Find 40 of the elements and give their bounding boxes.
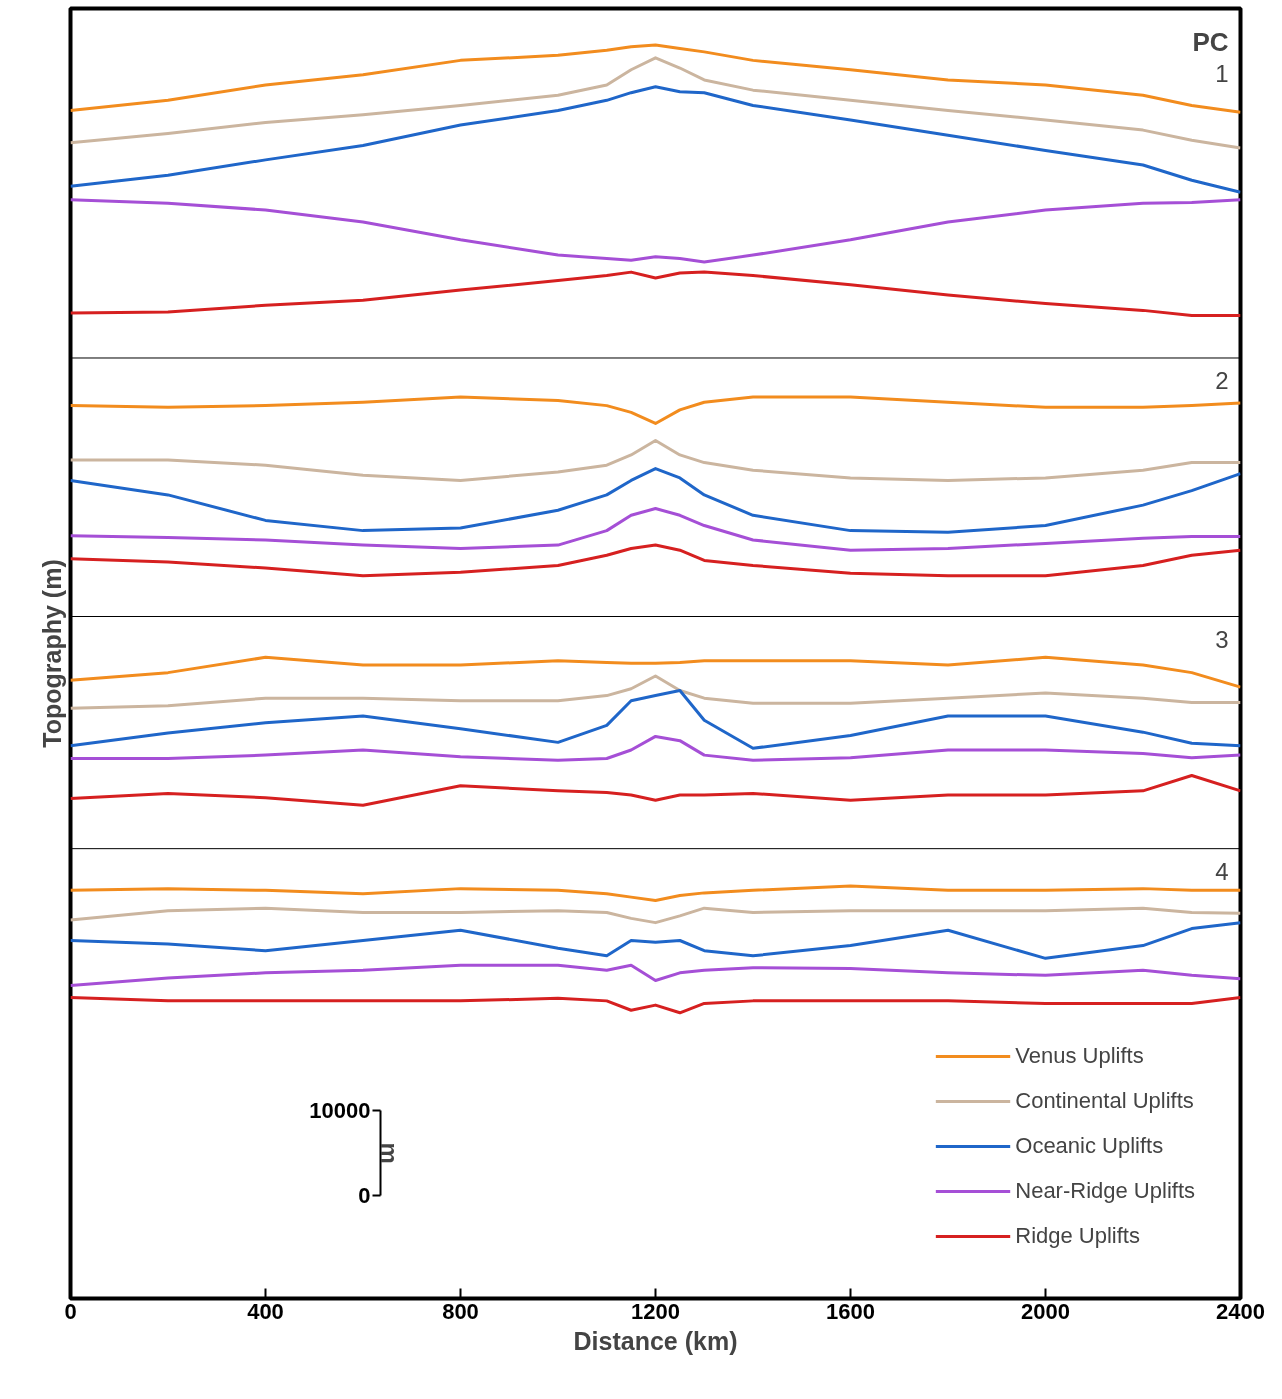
line-series (70, 995, 1241, 1015)
x-tick-label: 2400 (1216, 1298, 1265, 1324)
legend-label: Venus Uplifts (1015, 1042, 1144, 1070)
legend-label: Continental Uplifts (1015, 1087, 1194, 1115)
x-tick-label: 400 (247, 1298, 284, 1324)
line-series (70, 270, 1241, 317)
x-axis-title: Distance (km) (573, 1326, 738, 1355)
annotation: 3 (1215, 625, 1229, 653)
line-series (70, 198, 1241, 264)
line-series (70, 543, 1241, 578)
line-series (70, 906, 1241, 925)
annotation: PC (1192, 26, 1229, 57)
legend-label: Near-Ridge Uplifts (1015, 1177, 1195, 1205)
y-tick-label: 10000 (309, 1098, 371, 1124)
x-tick-label: 1200 (631, 1298, 680, 1324)
legend-label: Ridge Uplifts (1015, 1222, 1140, 1250)
x-tick-label: 800 (442, 1298, 479, 1324)
x-tick-label: 1600 (826, 1298, 875, 1324)
line-series (70, 921, 1241, 960)
legend-label: Oceanic Uplifts (1015, 1132, 1164, 1160)
x-tick-label: 2000 (1021, 1298, 1070, 1324)
line-series (70, 507, 1241, 552)
annotation: m (375, 1142, 403, 1164)
line-series (70, 467, 1241, 534)
line-series (70, 395, 1241, 425)
line-series (70, 688, 1241, 750)
x-tick-label: 0 (64, 1298, 77, 1324)
line-series (70, 438, 1241, 482)
annotation: 2 (1215, 367, 1229, 394)
line-series (70, 963, 1241, 988)
line-series (70, 674, 1241, 710)
line-series (70, 85, 1241, 194)
annotation: 1 (1215, 59, 1229, 87)
line-series (70, 774, 1241, 807)
line-series (70, 655, 1241, 689)
annotation: 4 (1215, 857, 1229, 885)
line-series (70, 56, 1241, 150)
line-series (70, 734, 1241, 762)
line-series (70, 884, 1241, 903)
y-axis-title: Topography (m) (37, 559, 66, 748)
